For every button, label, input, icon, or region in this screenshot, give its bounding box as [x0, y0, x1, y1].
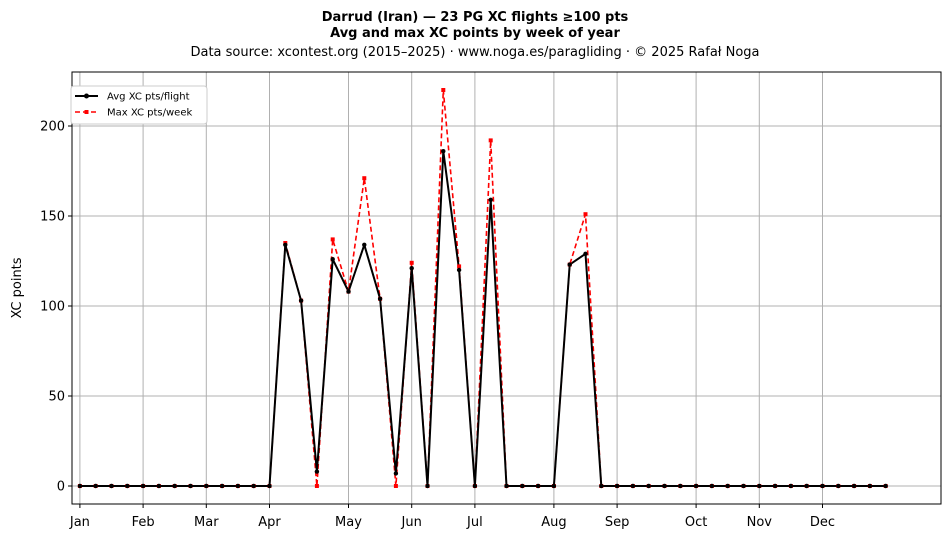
data-point-avg [251, 483, 256, 489]
data-point-avg [709, 483, 715, 489]
data-point-avg [125, 483, 130, 489]
plot-frame [71, 71, 942, 505]
data-point-avg [788, 483, 794, 489]
data-point-max [409, 260, 414, 265]
data-point-avg [741, 483, 746, 489]
data-point-avg [599, 483, 604, 489]
data-point-avg [393, 471, 399, 476]
data-point-avg [851, 483, 857, 489]
data-point-avg [504, 483, 509, 489]
legend: Avg XC pts/flight Max XC pts/week [70, 85, 208, 125]
x-tick-label: Feb [132, 515, 155, 530]
data-point-avg [267, 483, 272, 489]
data-point-max [583, 212, 588, 217]
data-point-avg [472, 483, 478, 489]
data-point-avg [235, 483, 241, 489]
data-point-avg [836, 483, 841, 489]
data-point-avg [441, 149, 446, 154]
x-axis: Jan Feb Mar Apr May Jun Jul Aug Sep Oct Nov Dec [69, 504, 835, 530]
data-point-avg [425, 483, 430, 489]
data-point-avg [188, 483, 193, 489]
data-point-avg [409, 266, 414, 271]
data-point-max [441, 88, 446, 92]
data-point-avg [172, 483, 177, 489]
legend-avg-label: Avg XC pts/flight [107, 92, 190, 103]
x-tick-label: Apr [258, 515, 281, 530]
data-point-avg [583, 251, 588, 256]
data-point-avg [567, 262, 572, 267]
data-point-avg [456, 267, 462, 273]
data-point-avg [820, 483, 825, 489]
data-point-avg [377, 296, 383, 301]
chart-subtitle: Data source: xcontest.org (2015–2025) · … [190, 45, 759, 60]
y-tick-label: 50 [48, 390, 65, 405]
data-point-max [393, 484, 398, 488]
data-point-max [488, 138, 493, 143]
data-point-avg [883, 483, 888, 489]
data-point-avg [140, 483, 146, 489]
data-point-avg [804, 483, 809, 489]
x-tick-label: May [335, 515, 362, 530]
y-axis-label: XC points [10, 257, 25, 318]
grid [72, 72, 941, 504]
y-tick-label: 0 [57, 480, 65, 495]
legend-avg-marker [84, 93, 89, 99]
x-tick-label: Jan [69, 515, 90, 530]
data-point-max [330, 237, 335, 242]
series-layer [77, 88, 888, 489]
data-point-max [457, 264, 462, 269]
x-tick-label: Dec [810, 515, 835, 530]
data-point-avg [678, 483, 683, 489]
data-point-avg [757, 483, 762, 489]
x-tick-label: Nov [747, 515, 773, 530]
series-line-1 [79, 89, 886, 487]
data-point-avg [156, 483, 162, 489]
data-point-avg [362, 242, 367, 247]
data-point-avg [330, 257, 335, 262]
data-point-avg [535, 483, 541, 489]
data-point-avg [520, 483, 525, 489]
x-tick-label: Aug [541, 515, 566, 530]
data-point-avg [693, 483, 699, 489]
y-tick-label: 100 [40, 300, 65, 315]
data-point-avg [219, 483, 225, 489]
legend-max-label: Max XC pts/week [107, 108, 192, 119]
data-point-max [314, 484, 319, 488]
data-point-avg [488, 197, 493, 202]
legend-max-marker [84, 110, 89, 114]
data-point-avg [109, 483, 114, 489]
data-point-avg [346, 289, 351, 294]
legend-box [70, 85, 208, 125]
data-point-avg [614, 483, 620, 489]
y-tick-label: 150 [40, 210, 65, 225]
x-tick-label: Sep [605, 515, 630, 530]
x-tick-label: Jun [401, 515, 422, 530]
data-point-max [362, 176, 367, 181]
chart-title-line1: Darrud (Iran) — 23 PG XC flights ≥100 pt… [322, 10, 629, 25]
data-point-avg [314, 469, 320, 474]
chart-title-line2: Avg and max XC points by week of year [330, 26, 620, 41]
data-point-avg [77, 483, 83, 489]
data-point-avg [662, 483, 667, 489]
data-point-avg [772, 483, 778, 489]
data-point-avg [298, 298, 304, 303]
y-axis: 0 50 100 150 200 [40, 120, 72, 495]
x-tick-label: Jul [466, 515, 483, 530]
data-point-avg [551, 483, 557, 489]
data-point-avg [646, 483, 651, 489]
data-point-avg [867, 483, 873, 489]
data-point-avg [630, 483, 636, 489]
x-tick-label: Oct [685, 515, 707, 530]
data-point-avg [725, 483, 730, 489]
series-line-0 [79, 150, 886, 487]
data-point-avg [93, 483, 98, 489]
y-tick-label: 200 [40, 120, 65, 135]
data-point-avg [283, 242, 288, 247]
x-tick-label: Mar [194, 515, 219, 530]
data-point-avg [204, 483, 209, 489]
